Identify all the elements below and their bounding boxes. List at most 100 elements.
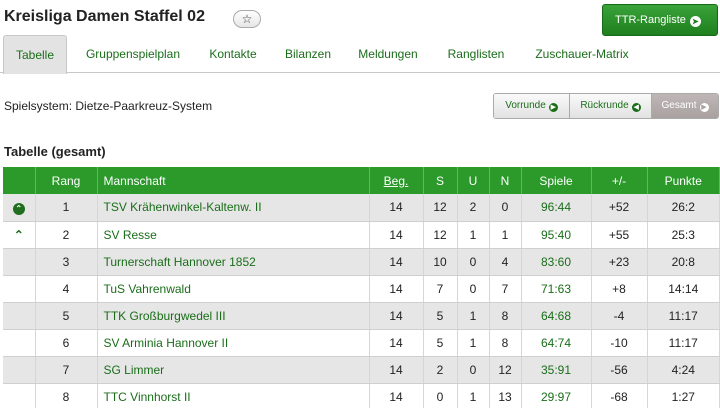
team-link[interactable]: SV Arminia Hannover II: [97, 329, 370, 357]
s-cell: 7: [423, 275, 458, 303]
n-cell: 7: [489, 275, 522, 303]
s-cell: 10: [423, 248, 458, 276]
star-icon: ☆: [241, 12, 253, 26]
rueckrunde-button[interactable]: Rückrunde ◀: [570, 94, 652, 118]
header-differenz[interactable]: +/-: [591, 167, 648, 194]
n-cell: 8: [489, 329, 522, 357]
indicator-cell: [3, 383, 36, 408]
rang-cell: 4: [35, 275, 98, 303]
diff-cell: -10: [591, 329, 648, 357]
team-link[interactable]: TTC Vinnhorst II: [97, 383, 370, 408]
arrow-right-icon: ▶: [548, 103, 558, 112]
punkte-cell: 26:2: [647, 194, 720, 222]
header-niederlagen[interactable]: N: [489, 167, 522, 194]
team-link[interactable]: Turnerschaft Hannover 1852: [97, 248, 370, 276]
indicator-cell: [3, 248, 36, 276]
gesamt-button[interactable]: Gesamt ▶: [652, 94, 718, 118]
spiele-link[interactable]: 35:91: [521, 356, 592, 384]
u-cell: 0: [457, 248, 490, 276]
spiele-link[interactable]: 64:74: [521, 329, 592, 357]
indicator-cell: [3, 329, 36, 357]
title-row: Kreisliga Damen Staffel 02 ☆ TTR-Ranglis…: [0, 0, 720, 40]
beg-cell: 14: [369, 329, 424, 357]
n-cell: 0: [489, 194, 522, 222]
spiele-link[interactable]: 64:68: [521, 302, 592, 330]
s-cell: 5: [423, 302, 458, 330]
team-link[interactable]: SV Resse: [97, 221, 370, 249]
header-mannschaft[interactable]: Mannschaft: [97, 167, 370, 194]
header-unentschieden[interactable]: U: [457, 167, 490, 194]
rang-cell: 1: [35, 194, 98, 222]
team-link[interactable]: TSV Krähenwinkel-Kaltenw. II: [97, 194, 370, 222]
tab-meldungen[interactable]: Meldungen: [358, 47, 418, 61]
header-siege[interactable]: S: [423, 167, 458, 194]
s-cell: 2: [423, 356, 458, 384]
spiele-link[interactable]: 96:44: [521, 194, 592, 222]
tab-zuschauer-matrix[interactable]: Zuschauer-Matrix: [535, 47, 629, 61]
punkte-cell: 20:8: [647, 248, 720, 276]
diff-cell: -68: [591, 383, 648, 408]
beg-cell: 14: [369, 221, 424, 249]
table-row: 3 Turnerschaft Hannover 1852 14 10 0 4 8…: [3, 248, 720, 276]
spiele-link[interactable]: 29:97: [521, 383, 592, 408]
spielsystem-label: Spielsystem: Dietze-Paarkreuz-System: [4, 99, 213, 113]
tab-bilanzen[interactable]: Bilanzen: [284, 47, 332, 61]
punkte-cell: 11:17: [647, 329, 720, 357]
header-spiele[interactable]: Spiele: [521, 167, 592, 194]
punkte-cell: 14:14: [647, 275, 720, 303]
header-rang[interactable]: Rang: [35, 167, 98, 194]
n-cell: 12: [489, 356, 522, 384]
table-row: 8 TTC Vinnhorst II 14 0 1 13 29:97 -68 1…: [3, 383, 720, 408]
diff-cell: +23: [591, 248, 648, 276]
u-cell: 2: [457, 194, 490, 222]
indicator-cell: [3, 356, 36, 384]
u-cell: 0: [457, 356, 490, 384]
n-cell: 1: [489, 221, 522, 249]
team-link[interactable]: TTK Großburgwedel III: [97, 302, 370, 330]
u-cell: 1: [457, 221, 490, 249]
favorite-star-button[interactable]: ☆: [233, 10, 261, 28]
round-selector: Vorrunde ▶ Rückrunde ◀ Gesamt ▶: [493, 93, 719, 119]
tab-bar: Tabelle Gruppenspielplan Kontakte Bilanz…: [0, 35, 720, 74]
diff-cell: +8: [591, 275, 648, 303]
beg-cell: 14: [369, 356, 424, 384]
u-cell: 1: [457, 302, 490, 330]
promotion-caret-icon: ⌃: [13, 227, 24, 242]
vorrunde-label: Vorrunde: [505, 100, 546, 111]
s-cell: 0: [423, 383, 458, 408]
table-row: 4 TuS Vahrenwald 14 7 0 7 71:63 +8 14:14: [3, 275, 720, 303]
n-cell: 4: [489, 248, 522, 276]
header-indicator: [3, 167, 36, 194]
beg-cell: 14: [369, 302, 424, 330]
arrow-left-icon: ◀: [631, 103, 641, 112]
rang-cell: 2: [35, 221, 98, 249]
header-punkte[interactable]: Punkte: [647, 167, 720, 194]
rang-cell: 5: [35, 302, 98, 330]
header-begegnungen[interactable]: Beg.: [369, 167, 424, 194]
promotion-circle-icon: ⌃: [12, 202, 25, 215]
rang-cell: 6: [35, 329, 98, 357]
beg-cell: 14: [369, 383, 424, 408]
beg-cell: 14: [369, 248, 424, 276]
diff-cell: +55: [591, 221, 648, 249]
rang-cell: 7: [35, 356, 98, 384]
tab-ranglisten[interactable]: Ranglisten: [447, 47, 505, 61]
vorrunde-button[interactable]: Vorrunde ▶: [494, 94, 570, 118]
punkte-cell: 1:27: [647, 383, 720, 408]
spiele-link[interactable]: 95:40: [521, 221, 592, 249]
rang-cell: 3: [35, 248, 98, 276]
n-cell: 8: [489, 302, 522, 330]
team-link[interactable]: SG Limmer: [97, 356, 370, 384]
header-beg-label: Beg.: [383, 173, 409, 188]
spiele-link[interactable]: 83:60: [521, 248, 592, 276]
s-cell: 12: [423, 194, 458, 222]
rueckrunde-label: Rückrunde: [580, 100, 629, 111]
spiele-link[interactable]: 71:63: [521, 275, 592, 303]
n-cell: 13: [489, 383, 522, 408]
tab-gruppenspielplan[interactable]: Gruppenspielplan: [85, 47, 181, 61]
ttr-rangliste-button[interactable]: TTR-Rangliste ➤: [602, 4, 718, 36]
tab-tabelle[interactable]: Tabelle: [3, 35, 67, 74]
u-cell: 1: [457, 383, 490, 408]
tab-kontakte[interactable]: Kontakte: [209, 47, 257, 61]
team-link[interactable]: TuS Vahrenwald: [97, 275, 370, 303]
